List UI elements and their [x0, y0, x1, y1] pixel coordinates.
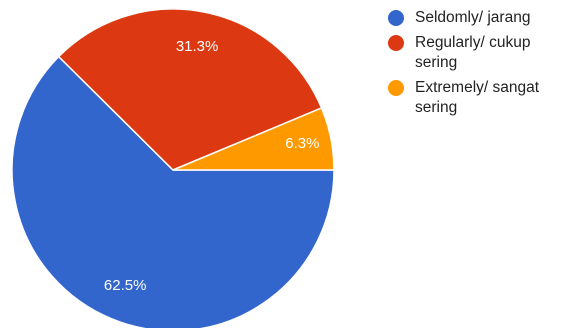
slice-label-extremely: 6.3% [285, 135, 319, 152]
legend-item-extremely[interactable]: Extremely/ sangat sering [388, 78, 564, 118]
legend-label-regularly: Regularly/ cukup sering [415, 34, 531, 71]
legend-swatch-regularly [388, 35, 404, 51]
legend-label-seldomly: Seldomly/ jarang [415, 9, 531, 26]
legend-swatch-extremely [388, 80, 404, 96]
slice-label-seldomly: 62.5% [104, 277, 147, 294]
pie-slice-seldomly[interactable] [11, 55, 335, 328]
pie-slice-regularly[interactable] [57, 8, 323, 171]
slice-label-regularly: 31.3% [176, 38, 219, 55]
legend-item-regularly[interactable]: Regularly/ cukup sering [388, 33, 564, 73]
legend-label-extremely: Extremely/ sangat sering [415, 79, 540, 116]
legend: Seldomly/ jarang Regularly/ cukup sering… [388, 8, 564, 123]
legend-item-seldomly[interactable]: Seldomly/ jarang [388, 8, 564, 28]
pie-slice-extremely[interactable] [172, 106, 335, 171]
legend-swatch-seldomly [388, 10, 404, 26]
